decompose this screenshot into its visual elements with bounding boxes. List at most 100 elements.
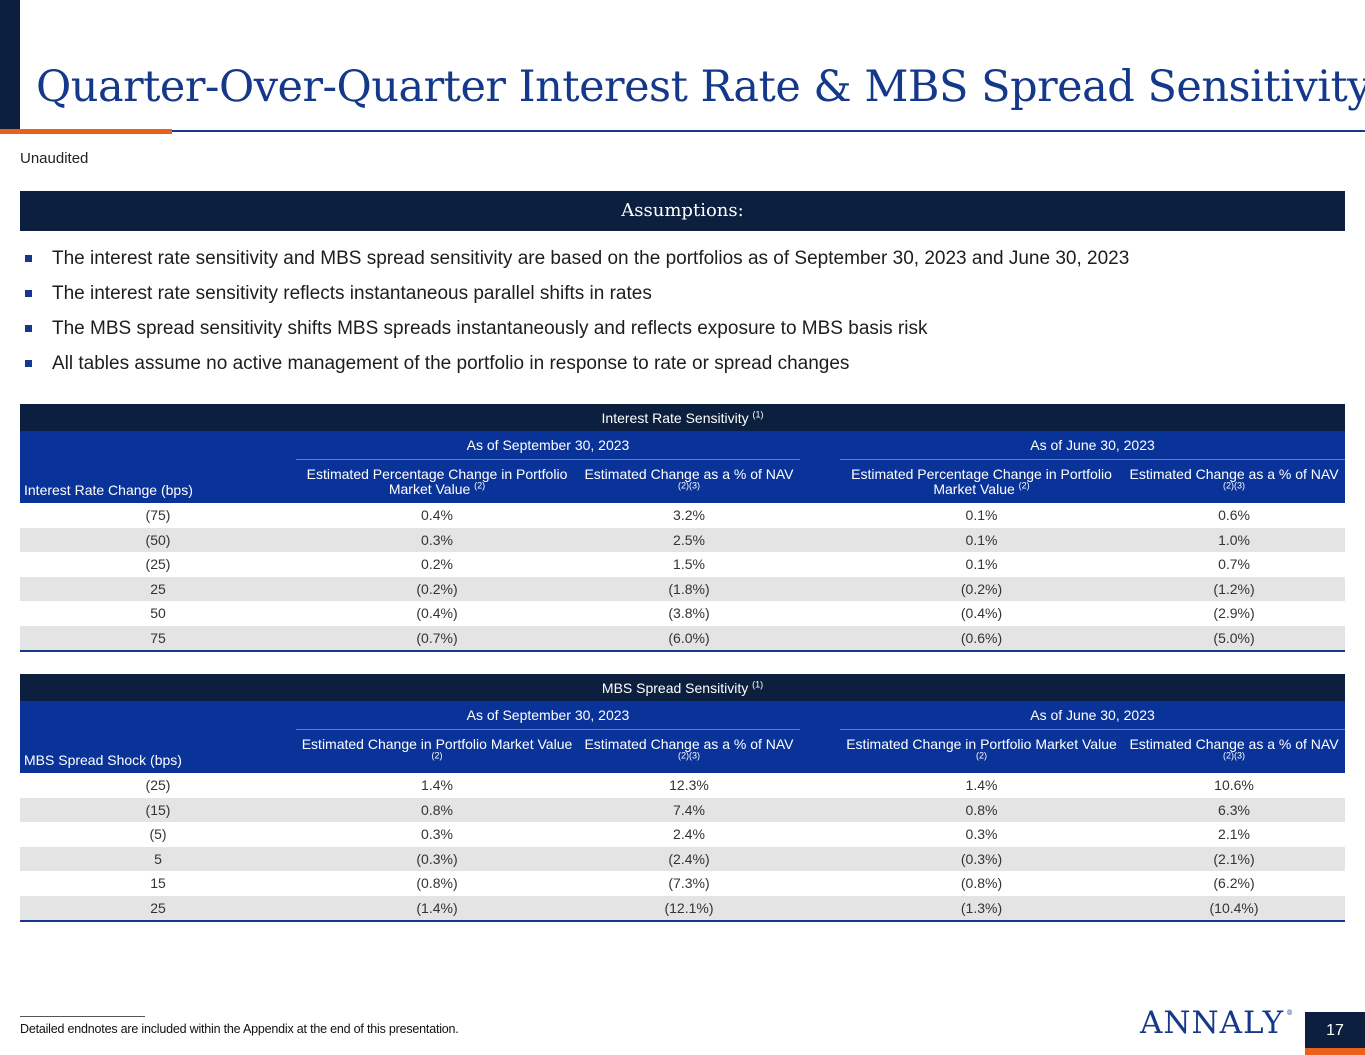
- footnote-rule: [20, 1016, 145, 1017]
- table-cell: 1.5%: [673, 556, 705, 573]
- table-cell: (1.2%): [1123, 576, 1346, 601]
- table-row: (50) 0.3% 2.5% 0.1% 1.0%: [20, 527, 1346, 552]
- table-cell: 0.1%: [965, 507, 998, 524]
- table-cell: 5: [20, 846, 296, 871]
- footnote: Detailed endnotes are included within th…: [20, 1022, 459, 1036]
- table-cell: (1.4%): [296, 895, 578, 922]
- table-cell: 10.6%: [1214, 777, 1254, 794]
- table-title: Interest Rate Sensitivity (1): [20, 404, 1346, 431]
- table-cell: 0.1%: [965, 556, 998, 573]
- gap-cell: [800, 871, 840, 896]
- table-cell: (0.2%): [296, 576, 578, 601]
- table-cell: 0.8%: [840, 797, 1123, 822]
- company-logo: ANNALY ®: [1140, 1005, 1295, 1041]
- column-header: Estimated Change as a % of NAV (2)(3): [578, 729, 800, 773]
- table-cell: (0.4%): [960, 605, 1003, 622]
- table-cell: (50): [20, 527, 296, 552]
- gap-cell: [800, 625, 840, 652]
- gap-cell: [800, 459, 840, 503]
- table-title: MBS Spread Sensitivity (1): [20, 674, 1346, 701]
- table-cell: 0.7%: [1218, 556, 1250, 573]
- column-header: Estimated Change as a % of NAV (2)(3): [1123, 459, 1346, 503]
- row-header: Interest Rate Change (bps): [20, 431, 296, 503]
- page-number: 17: [1305, 1012, 1365, 1048]
- bullet-square-icon: [25, 360, 32, 367]
- table-row: 5 (0.3%) (2.4%) (0.3%) (2.1%): [20, 846, 1346, 871]
- table-cell: (0.8%): [960, 875, 1003, 892]
- table-cell: (2.9%): [1213, 605, 1255, 622]
- column-header: Estimated Change in Portfolio Market Val…: [296, 729, 578, 773]
- gap-cell: [800, 601, 840, 626]
- table-cell: 25: [20, 895, 296, 922]
- period-header-current: As of September 30, 2023: [296, 701, 800, 730]
- table-row: 25 (1.4%) (12.1%) (1.3%) (10.4%): [20, 895, 1346, 922]
- table-cell: 1.4%: [965, 777, 998, 794]
- table-cell: (2.1%): [1123, 846, 1346, 871]
- table-cell: 50: [150, 605, 166, 622]
- table-cell: (0.2%): [840, 576, 1123, 601]
- table-cell: (0.3%): [840, 846, 1123, 871]
- table-row: 25 (0.2%) (1.8%) (0.2%) (1.2%): [20, 576, 1346, 601]
- table-cell: (25): [145, 556, 171, 573]
- table-cell: 2.5%: [578, 527, 800, 552]
- unaudited-label: Unaudited: [20, 150, 89, 167]
- mbs-spread-sensitivity-table: MBS Spread Sensitivity (1) MBS Spread Sh…: [20, 674, 1346, 922]
- column-header: Estimated Change as a % of NAV (2)(3): [578, 459, 800, 503]
- table-cell: 0.1%: [840, 527, 1123, 552]
- table-cell: (7.3%): [668, 875, 710, 892]
- table-cell: (5): [149, 826, 167, 843]
- table-cell: (0.7%): [296, 625, 578, 652]
- table-cell: 6.3%: [1123, 797, 1346, 822]
- assumptions-list: The interest rate sensitivity and MBS sp…: [20, 241, 1345, 381]
- table-cell: 0.6%: [1218, 507, 1250, 524]
- column-header: Estimated Percentage Change in Portfolio…: [840, 459, 1123, 503]
- gap-cell: [800, 576, 840, 601]
- table-row: (25) 1.4% 12.3% 1.4% 10.6%: [20, 773, 1345, 798]
- table-row: (75) 0.4% 3.2% 0.1% 0.6%: [20, 503, 1345, 528]
- table-cell: (5.0%): [1123, 625, 1346, 652]
- row-header: MBS Spread Shock (bps): [20, 701, 296, 773]
- table-cell: (10.4%): [1123, 895, 1346, 922]
- gap-cell: [800, 895, 840, 922]
- table-row: (5) 0.3% 2.4% 0.3% 2.1%: [20, 822, 1345, 847]
- table-cell: 0.4%: [421, 507, 453, 524]
- gap-cell: [800, 773, 840, 798]
- gap-cell: [800, 701, 840, 730]
- table-cell: 0.8%: [296, 797, 578, 822]
- table-cell: 2.4%: [673, 826, 705, 843]
- assumptions-heading: Assumptions:: [20, 191, 1345, 231]
- gap-cell: [800, 503, 840, 528]
- page-number-accent: [1305, 1048, 1365, 1055]
- period-header-prior: As of June 30, 2023: [840, 431, 1346, 460]
- table-cell: 2.1%: [1218, 826, 1250, 843]
- table-cell: 3.2%: [673, 507, 705, 524]
- title-rule-accent: [0, 129, 172, 134]
- table-cell: 0.3%: [296, 527, 578, 552]
- table-row: 75 (0.7%) (6.0%) (0.6%) (5.0%): [20, 625, 1346, 652]
- column-header: Estimated Change in Portfolio Market Val…: [840, 729, 1123, 773]
- table-cell: 25: [20, 576, 296, 601]
- bullet-square-icon: [25, 325, 32, 332]
- period-header-prior: As of June 30, 2023: [840, 701, 1346, 730]
- gap-cell: [800, 527, 840, 552]
- table-cell: 12.3%: [669, 777, 709, 794]
- bullet-square-icon: [25, 255, 32, 262]
- assumption-item: The interest rate sensitivity and MBS sp…: [20, 241, 1345, 276]
- table-row: 50 (0.4%) (3.8%) (0.4%) (2.9%): [20, 601, 1345, 626]
- table-cell: (1.8%): [578, 576, 800, 601]
- table-cell: (15): [20, 797, 296, 822]
- column-header: Estimated Change as a % of NAV (2)(3): [1123, 729, 1346, 773]
- table-cell: 0.2%: [421, 556, 453, 573]
- table-cell: 7.4%: [578, 797, 800, 822]
- table-cell: (0.6%): [840, 625, 1123, 652]
- gap-cell: [800, 729, 840, 773]
- table-cell: 1.0%: [1123, 527, 1346, 552]
- table-cell: (12.1%): [578, 895, 800, 922]
- table-cell: (25): [145, 777, 171, 794]
- table-cell: (0.4%): [416, 605, 458, 622]
- page-title: Quarter-Over-Quarter Interest Rate & MBS…: [36, 62, 1365, 112]
- table-cell: 0.3%: [965, 826, 998, 843]
- assumption-item: The MBS spread sensitivity shifts MBS sp…: [20, 311, 1345, 346]
- table-cell: (6.2%): [1213, 875, 1255, 892]
- table-cell: (3.8%): [668, 605, 710, 622]
